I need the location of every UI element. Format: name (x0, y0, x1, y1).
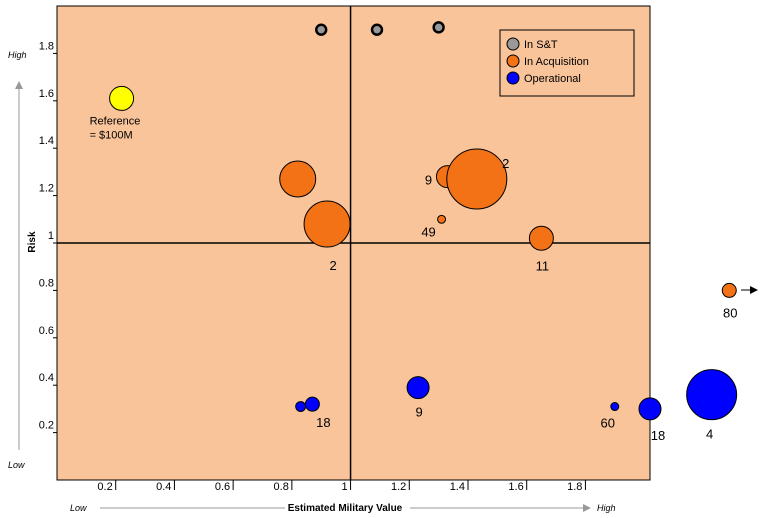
legend-label: In Acquisition (524, 56, 589, 68)
bubble (610, 402, 620, 412)
bubble (638, 397, 662, 421)
bubble (295, 401, 307, 412)
legend-label: In S&T (524, 39, 558, 51)
bubble-label: 2 (329, 258, 336, 273)
y-tick-label: 1.8 (39, 40, 54, 52)
legend-marker (506, 54, 520, 68)
x-tick-label: 1 (341, 481, 347, 493)
reference-label: = $100M (90, 129, 133, 141)
x-tick-label: 0.2 (97, 481, 112, 493)
y-tick-label: 1.2 (39, 183, 54, 195)
x-tick-label: 1.8 (567, 481, 582, 493)
x-tick-label: 0.8 (274, 481, 289, 493)
bubble-label: 2 (502, 156, 509, 171)
bubble (437, 214, 447, 224)
x-tick-label: 0.4 (156, 481, 171, 493)
bubble-label: 60 (601, 416, 615, 431)
legend-marker (506, 71, 520, 85)
y-tick-label: 1 (48, 230, 54, 242)
y-high: High (8, 50, 27, 60)
bubble-label: 18 (651, 428, 665, 443)
bubble-label: 9 (425, 173, 432, 188)
bubble (406, 376, 430, 400)
bubble-label: 18 (316, 415, 330, 430)
bubble-label: 9 (415, 405, 422, 420)
y-axis-label: Risk (27, 231, 38, 253)
legend-marker (506, 37, 520, 51)
x-axis-label: Estimated Military Value (288, 503, 403, 514)
bubble (446, 148, 508, 210)
y-low: Low (8, 460, 25, 470)
reference-bubble (109, 85, 135, 111)
y-tick-label: 1.4 (39, 135, 54, 147)
bubble (303, 200, 351, 248)
bubble-label: 49 (421, 224, 435, 239)
y-tick-label: 0.4 (39, 372, 54, 384)
y-tick-label: 0.6 (39, 325, 54, 337)
bubble-label: 11 (536, 258, 550, 273)
x-tick-label: 1.4 (450, 481, 465, 493)
x-low: Low (70, 503, 87, 513)
x-tick-label: 1.2 (391, 481, 406, 493)
bubble (315, 23, 328, 36)
bubble (528, 225, 554, 251)
bubble (686, 369, 738, 421)
x-high: High (597, 503, 616, 513)
bubble-label: 80 (723, 305, 737, 320)
y-tick-label: 0.2 (39, 420, 54, 432)
bubble (721, 282, 737, 298)
legend-box (499, 29, 635, 97)
bubble-label: 4 (706, 427, 713, 442)
bubble (304, 396, 320, 412)
x-tick-label: 0.6 (215, 481, 230, 493)
bubble (432, 21, 445, 34)
y-tick-label: 1.6 (39, 88, 54, 100)
y-tick-label: 0.8 (39, 277, 54, 289)
reference-label: Reference (90, 115, 141, 127)
bubble (279, 160, 317, 198)
legend-label: Operational (524, 73, 581, 85)
bubble (370, 23, 384, 36)
x-tick-label: 1.6 (508, 481, 523, 493)
